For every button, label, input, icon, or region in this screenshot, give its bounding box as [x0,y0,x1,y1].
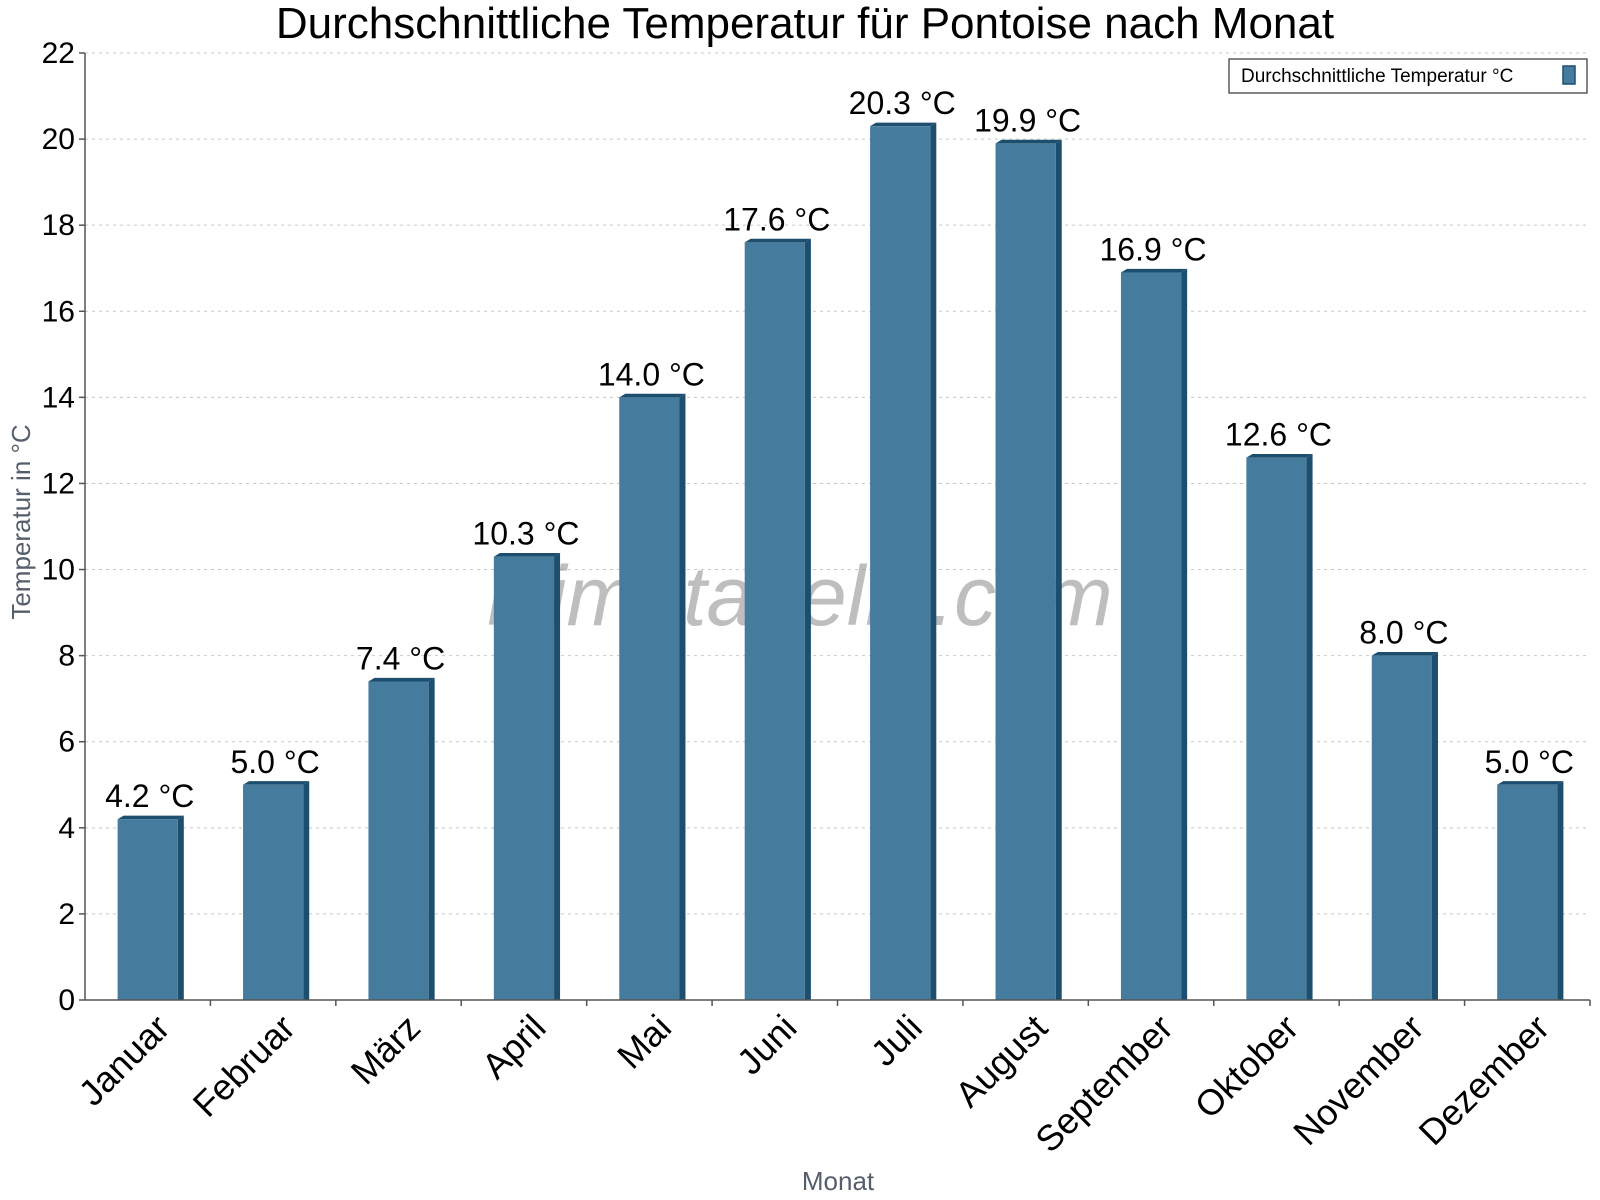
bar-top [493,553,561,557]
x-tick-label: August [947,1007,1055,1115]
bar-märz [368,677,435,1000]
data-label: 14.0 °C [598,356,705,392]
data-label: 7.4 °C [356,640,445,676]
bar-side [1181,268,1188,1000]
bar-front [493,556,555,1000]
bar-side [554,553,561,1000]
y-tick-label: 22 [42,37,75,70]
x-tick-label: März [343,1007,429,1093]
bar-top [1120,268,1188,273]
bar-side [177,815,184,1000]
y-tick-labels: 0 2 4 6 8 10 12 14 16 18 20 22 [42,37,85,1017]
data-label: 5.0 °C [230,744,319,780]
bar-side [1431,652,1438,1000]
bar-front [1497,784,1558,1000]
legend-box [1228,58,1588,94]
bar-front [1120,272,1182,1000]
bar-top [117,815,184,820]
bar-front [744,242,805,1000]
bar-top [870,122,937,127]
y-tick-label: 14 [42,381,75,414]
data-labels: 4.2 °C 5.0 °C 7.4 °C 10.3 °C 14.0 °C 17.6 °C 2… [105,85,1574,814]
bar-september [1120,268,1188,1000]
chart-title: Durchschnittliche Temperatur für Pontois… [276,0,1334,48]
y-tick-label: 20 [42,123,75,156]
y-tick-label: 6 [58,726,75,759]
bar-side [930,122,937,1000]
x-tick-label: Mai [609,1007,679,1077]
x-tick-label: November [1285,1007,1431,1153]
y-tick-label: 16 [42,295,75,328]
x-tick-label: Februar [185,1007,303,1125]
bar-front [995,143,1056,1001]
data-label: 17.6 °C [723,201,830,237]
x-tick-label: April [474,1007,554,1087]
y-tick-label: 2 [58,898,75,931]
data-label: 4.2 °C [105,778,194,814]
bar-side [1055,139,1062,1000]
x-tick-label: Juli [863,1007,930,1074]
bar-top [1246,454,1313,458]
y-tick-label: 18 [42,209,75,242]
x-tick-label: Juni [729,1007,805,1083]
data-label: 16.9 °C [1100,232,1207,268]
bar-side [1557,781,1564,1000]
legend-swatch [1562,65,1576,85]
bar-november [1371,652,1438,1000]
y-tick-label: 4 [58,812,75,845]
bar-side [679,393,686,1000]
x-tick-labels: Januar Februar März April Mai Juni Juli AugustS… [71,1000,1591,1161]
data-label: 12.6 °C [1225,417,1332,453]
axis-layer [84,53,1590,1001]
x-tick-label: September [1027,1007,1181,1161]
bar-side [1306,454,1313,1000]
bar-top [744,238,811,243]
bar-front [1246,457,1307,1000]
legend-label: Durchschnittliche Temperatur °C [1241,66,1513,87]
data-label: 20.3 °C [849,85,956,121]
bar-front [368,681,429,1000]
bar-august [995,139,1062,1001]
x-tick-label: Januar [71,1007,178,1114]
bar-front [117,819,178,1000]
bar-juli [870,122,937,1001]
bar-top [1371,652,1438,656]
bar-front [619,397,680,1000]
y-tick-label: 10 [42,554,75,587]
bar-top [243,781,310,785]
bar-front [870,126,931,1001]
bar-front [243,784,304,1000]
bar-layer [117,122,1564,1001]
bar-top [995,139,1062,144]
bar-dezember [1497,781,1564,1000]
y-tick-label: 0 [58,984,75,1017]
x-axis-title: Monat [802,1166,875,1196]
bar-oktober [1246,454,1313,1000]
data-label: 8.0 °C [1359,615,1448,651]
bar-top [1497,781,1564,785]
data-label: 5.0 °C [1485,744,1574,780]
x-tick-label: Dezember [1411,1007,1557,1153]
bar-juni [744,238,811,1001]
data-label: 19.9 °C [974,102,1081,138]
x-tick-label: Oktober [1187,1007,1307,1127]
legend: Durchschnittliche Temperatur °C [1228,58,1588,94]
bar-top [619,393,686,398]
bar-mai [619,393,686,1000]
y-tick-label: 12 [42,467,75,500]
bar-side [303,781,310,1000]
grid-layer [85,52,1590,915]
bar-april [493,553,561,1000]
bar-januar [117,815,184,1000]
y-axis-title: Temperatur in °C [6,424,36,619]
bar-side [428,677,435,1000]
data-label: 10.3 °C [472,516,579,552]
bar-front [1371,655,1432,1000]
bar-side [804,238,811,1001]
y-tick-label: 8 [58,640,75,673]
bar-top [368,677,435,682]
bar-februar [243,781,310,1000]
